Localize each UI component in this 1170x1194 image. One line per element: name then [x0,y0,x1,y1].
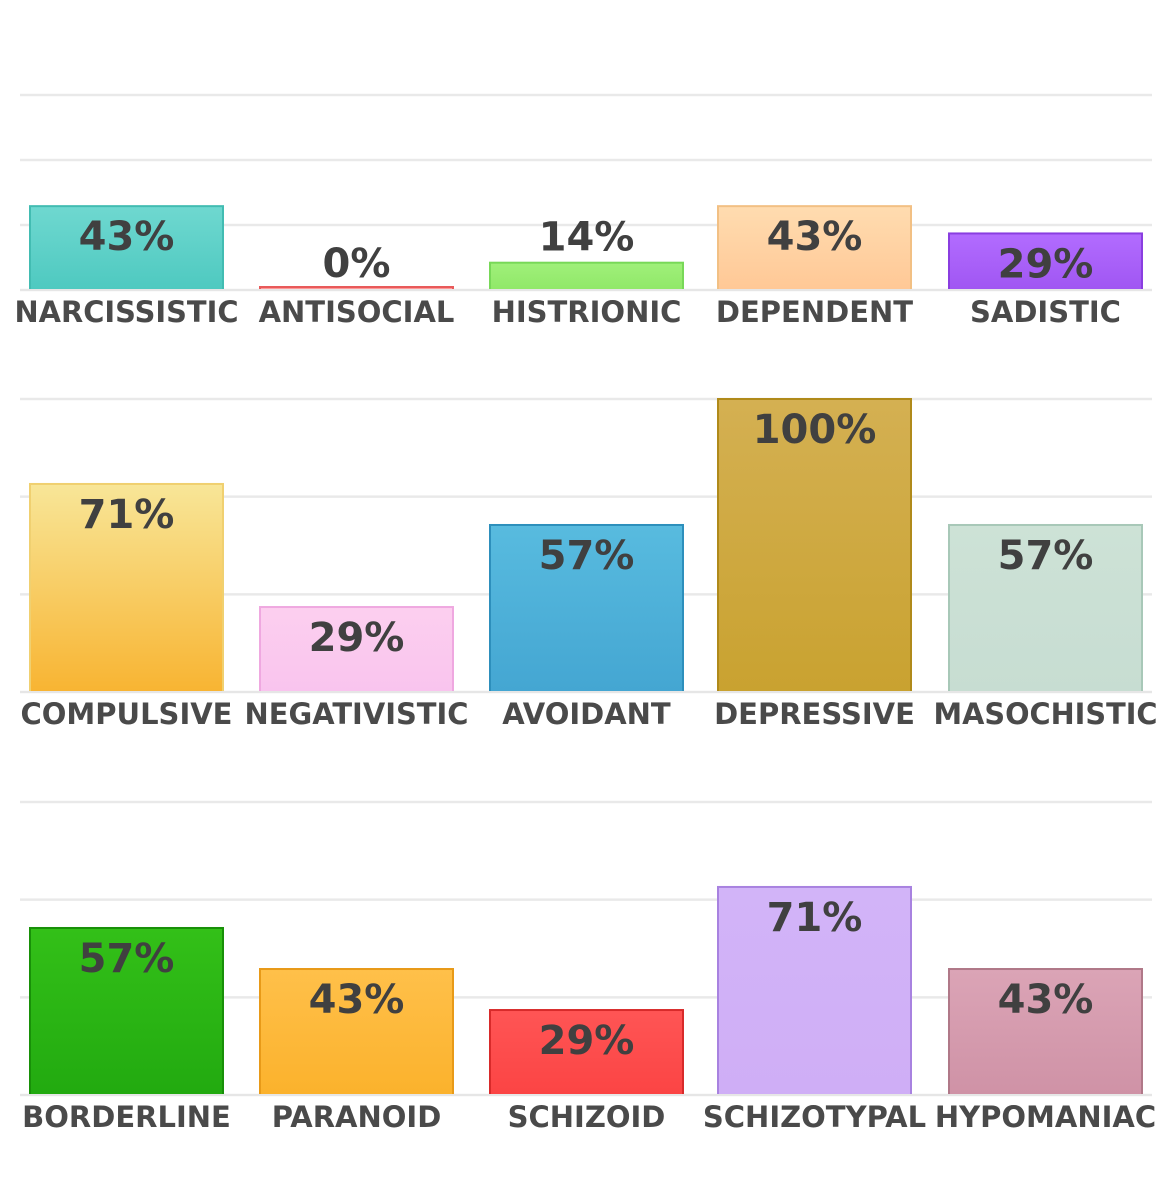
value-label-negativistic: 29% [309,615,405,661]
bar-histrionic [489,261,684,292]
category-label-masochistic: MASOCHISTIC [934,697,1158,731]
bar-negativistic [259,606,454,694]
category-label-negativistic: NEGATIVISTIC [245,697,469,731]
category-label-borderline: BORDERLINE [22,1100,231,1134]
value-label-antisocial: 0% [323,241,391,287]
bar-borderline [29,926,224,1096]
category-label-paranoid: PARANOID [272,1100,442,1134]
category-label-depressive: DEPRESSIVE [714,697,915,731]
bar-schizoid [489,1009,684,1097]
bar-compulsive [29,482,224,693]
value-label-narcissistic: 43% [79,214,175,260]
value-label-sadistic: 29% [998,241,1094,287]
category-label-schizoid: SCHIZOID [508,1100,666,1134]
bar-schizotypal [717,885,912,1096]
bar-depressive [717,398,912,693]
category-label-schizotypal: SCHIZOTYPAL [703,1100,926,1134]
category-label-hypomaniac: HYPOMANIAC [935,1100,1156,1134]
value-label-avoidant: 57% [539,533,635,579]
bar-sadistic [948,232,1143,291]
bar-masochistic [948,523,1143,693]
value-label-schizoid: 29% [539,1018,635,1064]
value-label-hypomaniac: 43% [998,977,1094,1023]
bar-narcissistic [29,205,224,291]
value-label-histrionic: 14% [539,215,635,261]
category-label-sadistic: SADISTIC [970,295,1121,329]
value-label-compulsive: 71% [79,492,175,538]
category-label-antisocial: ANTISOCIAL [259,295,455,329]
value-label-masochistic: 57% [998,533,1094,579]
bar-hypomaniac [948,968,1143,1097]
bar-dependent [717,205,912,291]
category-label-dependent: DEPENDENT [716,295,913,329]
value-label-paranoid: 43% [309,977,405,1023]
category-label-avoidant: AVOIDANT [502,697,671,731]
category-label-narcissistic: NARCISSISTIC [15,295,239,329]
bar-paranoid [259,968,454,1097]
category-label-compulsive: COMPULSIVE [20,697,232,731]
value-label-dependent: 43% [767,214,863,260]
category-label-histrionic: HISTRIONIC [492,295,682,329]
value-label-schizotypal: 71% [767,895,863,941]
value-label-depressive: 100% [753,407,877,453]
value-label-borderline: 57% [79,936,175,982]
